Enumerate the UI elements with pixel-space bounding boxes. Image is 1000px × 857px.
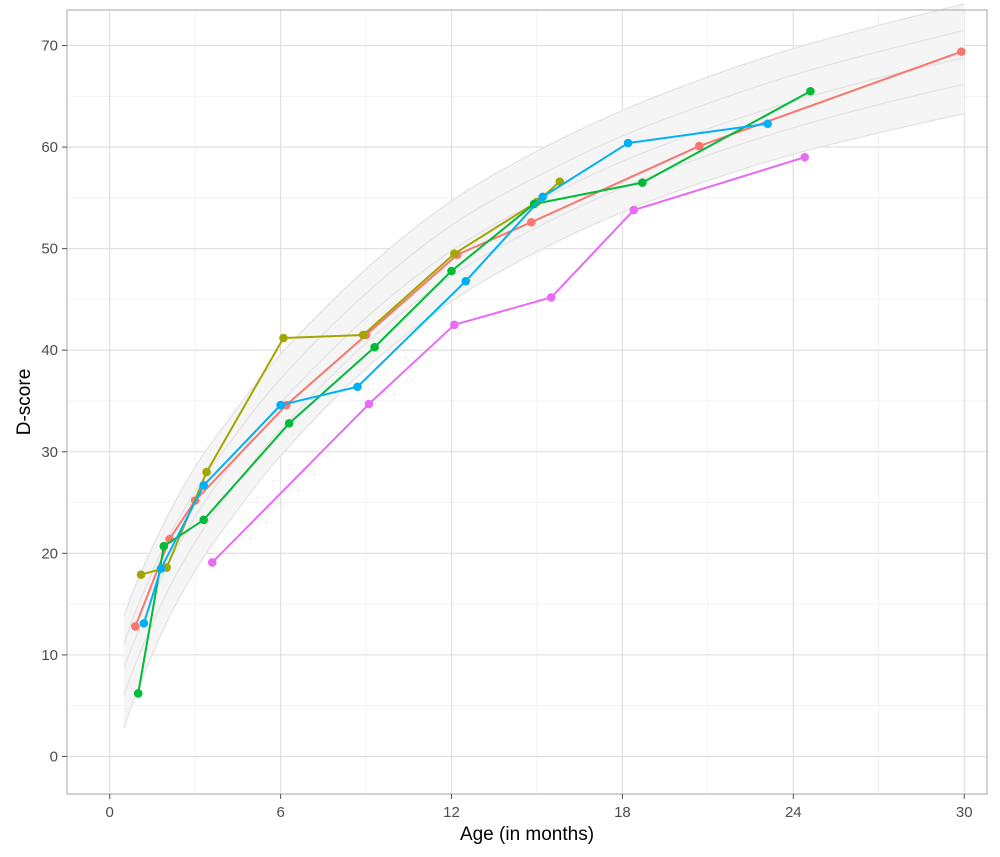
y-tick-label: 40 — [41, 342, 58, 359]
data-point — [284, 419, 294, 428]
data-point — [546, 293, 556, 302]
series-line — [211, 156, 806, 564]
data-point — [133, 689, 143, 698]
data-point — [461, 276, 471, 286]
y-tick-label: 50 — [41, 241, 58, 258]
x-tick-label: 18 — [614, 804, 631, 821]
data-point — [136, 570, 146, 579]
x-tick-label: 6 — [276, 804, 284, 821]
data-point — [202, 467, 211, 477]
x-tick-label: 12 — [443, 804, 460, 821]
data-point — [695, 141, 704, 151]
y-tick-label: 20 — [41, 545, 58, 562]
x-tick-label: 0 — [106, 804, 114, 821]
data-point — [131, 622, 140, 631]
series-4 — [139, 119, 772, 628]
data-point — [199, 480, 209, 490]
y-tick-label: 60 — [41, 139, 58, 156]
data-point — [364, 399, 374, 409]
data-point — [279, 333, 288, 343]
data-point — [450, 249, 459, 259]
data-point — [638, 178, 647, 187]
data-point — [957, 47, 966, 56]
data-point — [156, 564, 166, 573]
reference-curve-upper-inner — [123, 29, 965, 644]
reference-curve-lower-inner — [123, 83, 965, 696]
data-point — [623, 138, 633, 148]
data-point — [353, 382, 362, 392]
y-tick-label: 10 — [41, 647, 58, 664]
data-point — [199, 515, 209, 525]
y-tick-label: 70 — [41, 38, 58, 55]
y-axis-title: D-score — [14, 369, 35, 436]
data-point — [358, 330, 368, 340]
data-point — [370, 342, 379, 352]
data-point — [800, 152, 810, 162]
data-point — [276, 400, 285, 410]
data-point — [538, 192, 547, 202]
data-point — [447, 266, 456, 276]
x-axis: 0 6 12 18 24 30 — [106, 794, 973, 821]
data-point — [450, 320, 459, 330]
plot-border — [66, 9, 988, 795]
y-tick-label: 0 — [50, 748, 58, 765]
data-point — [526, 217, 536, 227]
reference-curve-upper — [123, 3, 965, 617]
x-tick-label: 24 — [785, 804, 802, 821]
series-line — [140, 180, 561, 576]
y-tick-label: 30 — [41, 444, 58, 461]
data-point — [139, 619, 149, 628]
data-point — [629, 205, 639, 215]
data-point — [763, 119, 772, 129]
x-tick-label: 30 — [956, 804, 973, 821]
x-axis-title: Age (in months) — [460, 824, 594, 845]
series-5 — [207, 152, 810, 567]
series-layer — [131, 47, 966, 698]
data-point — [529, 199, 539, 209]
data-point — [806, 86, 815, 96]
data-point — [207, 558, 217, 567]
data-point — [159, 541, 169, 551]
y-axis: 0 10 20 30 40 50 60 70 — [41, 38, 67, 765]
